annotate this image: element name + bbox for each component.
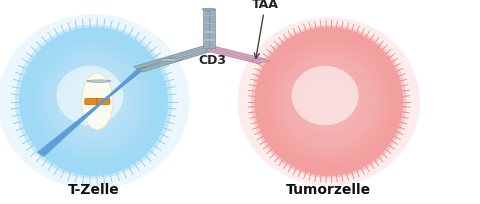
Text: Tumorzelle: Tumorzelle (286, 182, 372, 196)
Ellipse shape (61, 70, 126, 134)
Text: CD3: CD3 (198, 54, 226, 67)
Polygon shape (133, 57, 173, 70)
Ellipse shape (238, 18, 420, 186)
Polygon shape (205, 49, 263, 65)
Ellipse shape (286, 59, 372, 145)
Polygon shape (209, 10, 215, 49)
Ellipse shape (51, 59, 136, 145)
Polygon shape (203, 24, 215, 25)
Text: TAA: TAA (252, 0, 279, 59)
Ellipse shape (41, 49, 146, 155)
Ellipse shape (46, 54, 142, 150)
Polygon shape (209, 47, 266, 62)
Ellipse shape (19, 28, 168, 176)
Ellipse shape (291, 67, 359, 126)
Text: T-Zelle: T-Zelle (68, 182, 120, 196)
Ellipse shape (30, 39, 157, 165)
Ellipse shape (301, 75, 356, 129)
Ellipse shape (36, 44, 152, 160)
Ellipse shape (0, 15, 190, 189)
Ellipse shape (251, 26, 407, 178)
Ellipse shape (254, 28, 403, 176)
Ellipse shape (265, 39, 392, 165)
Polygon shape (203, 32, 215, 33)
Polygon shape (203, 16, 215, 17)
Ellipse shape (15, 25, 172, 179)
Ellipse shape (281, 54, 377, 150)
Ellipse shape (86, 81, 111, 83)
Polygon shape (203, 10, 209, 49)
Ellipse shape (56, 64, 131, 140)
Polygon shape (139, 60, 178, 73)
Ellipse shape (276, 49, 382, 155)
FancyBboxPatch shape (85, 99, 98, 105)
Ellipse shape (202, 9, 216, 11)
Ellipse shape (291, 64, 366, 140)
Polygon shape (169, 46, 208, 59)
Ellipse shape (271, 44, 387, 160)
Polygon shape (174, 49, 213, 62)
Ellipse shape (82, 74, 113, 130)
FancyBboxPatch shape (96, 99, 110, 105)
Ellipse shape (66, 75, 121, 129)
Ellipse shape (251, 61, 270, 63)
Polygon shape (203, 40, 215, 42)
Ellipse shape (56, 67, 123, 126)
Ellipse shape (157, 59, 181, 62)
Ellipse shape (296, 70, 361, 134)
